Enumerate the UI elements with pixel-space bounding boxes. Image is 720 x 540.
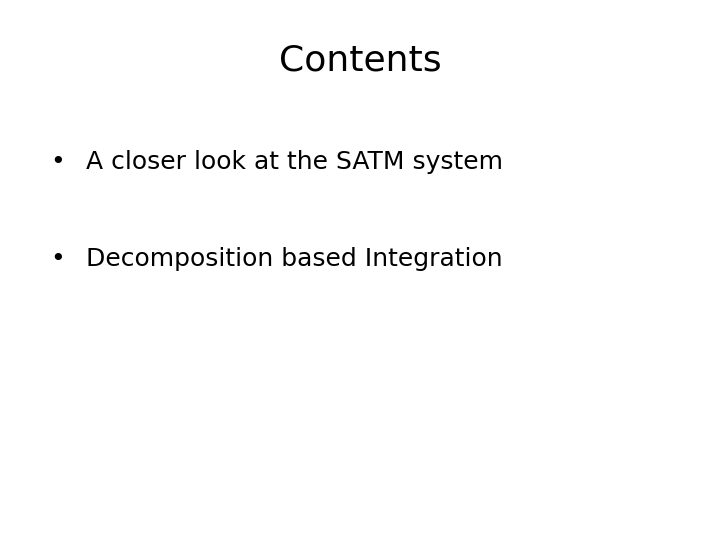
Text: •: • xyxy=(50,247,65,271)
Text: •: • xyxy=(50,150,65,174)
Text: Contents: Contents xyxy=(279,43,441,77)
Text: A closer look at the SATM system: A closer look at the SATM system xyxy=(86,150,503,174)
Text: Decomposition based Integration: Decomposition based Integration xyxy=(86,247,503,271)
